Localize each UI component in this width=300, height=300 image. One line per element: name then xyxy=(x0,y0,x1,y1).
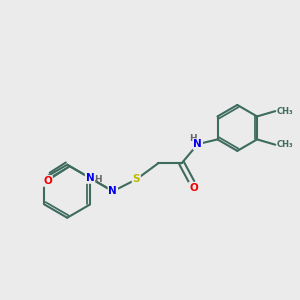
Text: CH₃: CH₃ xyxy=(277,106,293,116)
Text: N: N xyxy=(194,139,202,149)
Text: N: N xyxy=(85,173,94,183)
Text: H: H xyxy=(94,175,102,184)
Text: N: N xyxy=(109,186,117,196)
Text: S: S xyxy=(133,174,140,184)
Text: O: O xyxy=(43,176,52,186)
Text: H: H xyxy=(190,134,197,143)
Text: CH₃: CH₃ xyxy=(277,140,293,149)
Text: O: O xyxy=(189,183,198,193)
